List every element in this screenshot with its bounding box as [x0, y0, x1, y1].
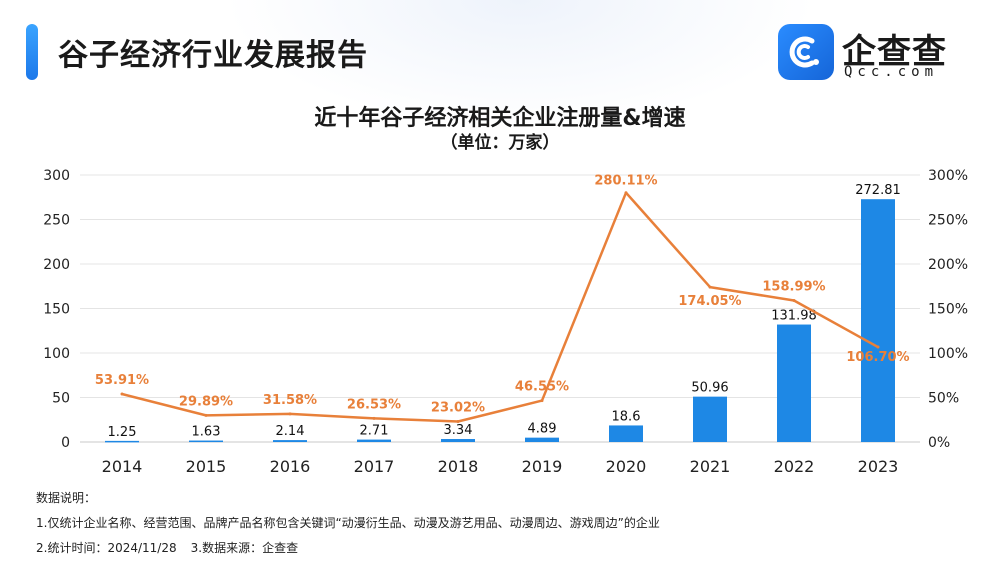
y-right-tick-label: 0% — [928, 435, 950, 451]
growth-value-label: 31.58% — [263, 393, 317, 408]
growth-point — [288, 412, 292, 416]
growth-point — [456, 420, 460, 424]
bar-value-label: 272.81 — [855, 183, 901, 198]
y-right-tick-label: 250% — [928, 213, 968, 229]
x-tick-label: 2023 — [858, 457, 899, 476]
y-left-tick-label: 150 — [43, 302, 70, 318]
growth-point — [204, 413, 208, 417]
notes-source: 3.数据来源：企查查 — [190, 541, 299, 555]
x-tick-label: 2014 — [102, 457, 143, 476]
title-accent-bar — [26, 24, 38, 80]
bar — [777, 324, 811, 442]
growth-point — [876, 345, 880, 349]
x-tick-label: 2022 — [774, 457, 815, 476]
x-tick-label: 2019 — [522, 457, 563, 476]
logo-name: 企查查 — [842, 32, 947, 72]
notes-line-1: 1.仅统计企业名称、经营范围、品牌产品名称包含关键词“动漫衍生品、动漫及游艺用品… — [36, 516, 660, 530]
chart-subtitle: （单位：万家） — [440, 133, 560, 153]
growth-point — [120, 392, 124, 396]
y-right-tick-label: 100% — [928, 346, 968, 362]
y-right-tick-label: 150% — [928, 302, 968, 318]
y-left-tick-label: 300 — [43, 168, 70, 184]
bar — [693, 396, 727, 442]
y-left-tick-label: 0 — [61, 435, 70, 451]
y-right-tick-label: 300% — [928, 168, 968, 184]
bar — [609, 425, 643, 442]
report-title: 谷子经济行业发展报告 — [58, 38, 368, 73]
growth-value-label: 53.91% — [95, 373, 149, 388]
y-right-tick-label: 50% — [928, 391, 959, 407]
growth-line — [121, 191, 879, 423]
bar-value-label: 2.71 — [360, 424, 389, 439]
qcc-logo-icon — [778, 24, 834, 80]
growth-point — [792, 298, 796, 302]
qcc-logo: 企查查 Qcc.com — [778, 22, 978, 82]
x-tick-label: 2015 — [186, 457, 227, 476]
growth-value-label: 26.53% — [347, 397, 401, 412]
y-left-tick-label: 100 — [43, 346, 70, 362]
growth-value-label: 280.11% — [594, 174, 657, 189]
x-tick-label: 2021 — [690, 457, 731, 476]
bar — [105, 440, 139, 443]
chart-title: 近十年谷子经济相关企业注册量&增速 — [314, 106, 686, 131]
bar-value-label: 1.25 — [108, 425, 137, 440]
bar-value-label: 131.98 — [771, 309, 817, 324]
bar — [861, 199, 895, 442]
x-tick-label: 2020 — [606, 457, 647, 476]
y-left-tick-label: 50 — [52, 391, 70, 407]
growth-value-label: 29.89% — [179, 394, 233, 409]
growth-value-label: 23.02% — [431, 401, 485, 416]
bar — [441, 439, 475, 442]
bar-value-label: 4.89 — [528, 422, 557, 437]
x-tick-label: 2017 — [354, 457, 395, 476]
bar — [189, 440, 223, 443]
growth-value-label: 106.70% — [846, 350, 909, 365]
notes-line-2: 2.统计时间：2024/11/28 3.数据来源：企查查 — [36, 536, 660, 561]
bar-value-label: 1.63 — [192, 425, 221, 440]
bar-value-label: 18.6 — [612, 409, 641, 424]
bar — [525, 437, 559, 442]
y-right-tick-label: 200% — [928, 257, 968, 273]
growth-value-label: 46.55% — [515, 380, 569, 395]
growth-point — [624, 191, 628, 195]
growth-point — [708, 285, 712, 289]
bar — [273, 440, 307, 442]
growth-point — [372, 416, 376, 420]
bar — [357, 439, 391, 442]
data-notes: 数据说明： 1.仅统计企业名称、经营范围、品牌产品名称包含关键词“动漫衍生品、动… — [36, 486, 660, 561]
growth-value-label: 174.05% — [678, 294, 741, 309]
x-tick-label: 2018 — [438, 457, 479, 476]
bar-value-label: 3.34 — [444, 423, 473, 438]
y-left-tick-label: 250 — [43, 213, 70, 229]
growth-point — [540, 399, 544, 403]
bar-value-label: 2.14 — [276, 424, 305, 439]
growth-value-label: 158.99% — [762, 279, 825, 294]
logo-domain: Qcc.com — [844, 64, 939, 80]
x-tick-label: 2016 — [270, 457, 311, 476]
notes-heading: 数据说明： — [36, 491, 97, 505]
y-left-tick-label: 200 — [43, 257, 70, 273]
notes-stat-time: 2.统计时间：2024/11/28 — [36, 541, 177, 555]
bar-value-label: 50.96 — [691, 381, 728, 396]
